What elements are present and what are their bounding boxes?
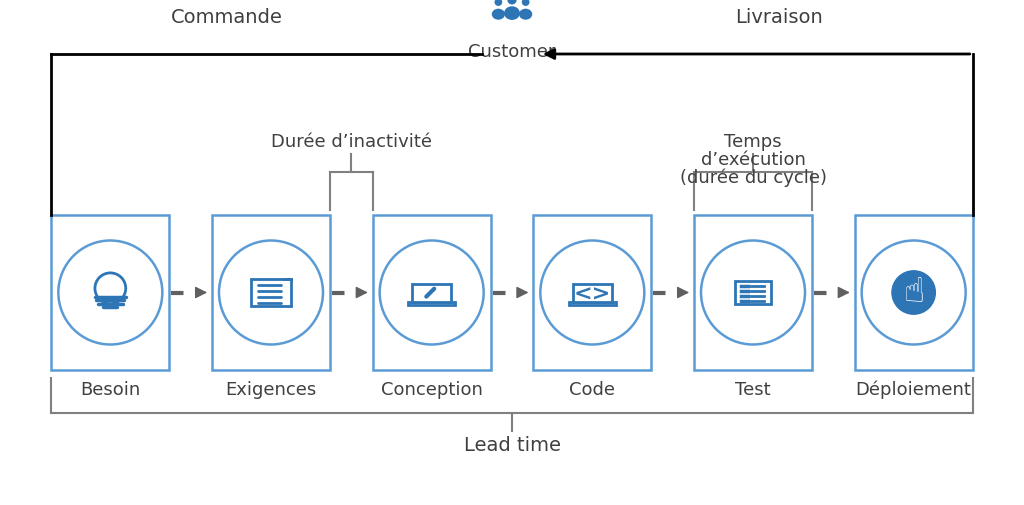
Ellipse shape <box>891 271 936 315</box>
Ellipse shape <box>504 7 520 21</box>
FancyBboxPatch shape <box>408 302 456 306</box>
FancyBboxPatch shape <box>252 280 291 306</box>
FancyBboxPatch shape <box>373 216 490 370</box>
Ellipse shape <box>380 241 483 345</box>
Ellipse shape <box>861 241 966 345</box>
Text: Déploiement: Déploiement <box>856 380 972 399</box>
Text: <>: <> <box>573 284 611 304</box>
Ellipse shape <box>95 273 126 304</box>
Text: Temps: Temps <box>724 133 781 150</box>
Text: Livraison: Livraison <box>735 8 823 27</box>
Text: d’exécution: d’exécution <box>700 150 806 169</box>
FancyBboxPatch shape <box>212 216 330 370</box>
FancyBboxPatch shape <box>855 216 973 370</box>
Text: Lead time: Lead time <box>464 435 560 454</box>
Text: (durée du cycle): (durée du cycle) <box>680 168 826 187</box>
Ellipse shape <box>219 241 323 345</box>
FancyBboxPatch shape <box>412 284 452 302</box>
Ellipse shape <box>519 10 532 21</box>
FancyBboxPatch shape <box>572 284 612 302</box>
FancyBboxPatch shape <box>51 216 169 370</box>
Text: Besoin: Besoin <box>80 380 140 398</box>
Text: Durée d’inactivité: Durée d’inactivité <box>270 133 432 150</box>
Text: Conception: Conception <box>381 380 482 398</box>
Text: ☝: ☝ <box>903 275 925 309</box>
Ellipse shape <box>701 241 805 345</box>
Text: Customer: Customer <box>468 43 556 61</box>
FancyBboxPatch shape <box>534 216 651 370</box>
Ellipse shape <box>58 241 163 345</box>
Text: Code: Code <box>569 380 615 398</box>
Ellipse shape <box>522 0 529 7</box>
Ellipse shape <box>492 10 505 21</box>
Text: Commande: Commande <box>170 8 283 27</box>
FancyBboxPatch shape <box>735 281 771 305</box>
FancyBboxPatch shape <box>694 216 812 370</box>
Text: Exigences: Exigences <box>225 380 316 398</box>
Ellipse shape <box>541 241 644 345</box>
Text: Test: Test <box>735 380 771 398</box>
Ellipse shape <box>495 0 502 7</box>
Ellipse shape <box>507 0 517 6</box>
FancyBboxPatch shape <box>568 302 616 306</box>
